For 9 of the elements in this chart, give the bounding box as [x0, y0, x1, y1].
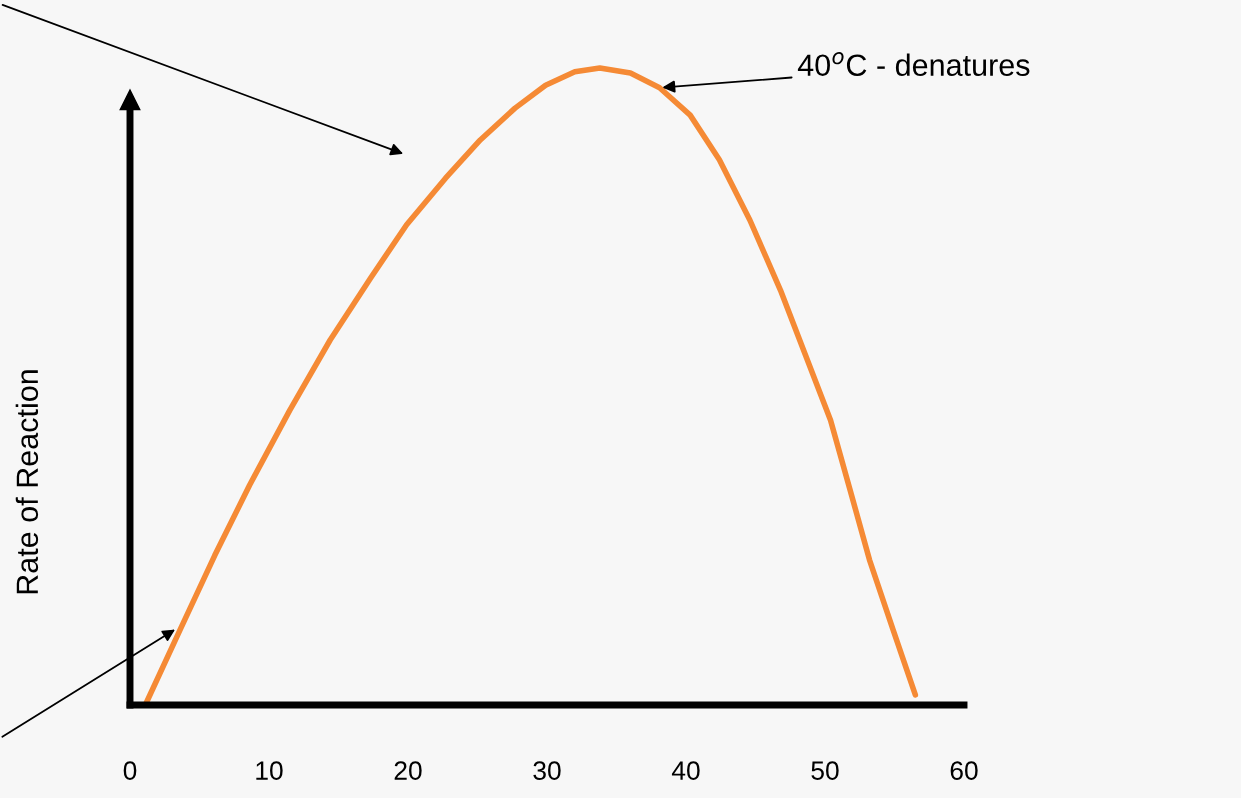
x-tick-label: 60	[950, 761, 978, 780]
x-tick-label: 40	[671, 761, 700, 780]
annotation: 40$^{o}$C - denatures	[797, 52, 1030, 77]
y-axis-title: Rate of Reaction	[15, 370, 39, 594]
x-tick-label: 0	[123, 761, 137, 780]
x-tick-label: 30	[533, 761, 561, 780]
x-tick-label: 50	[811, 761, 839, 780]
x-tick-label: 20	[394, 761, 422, 780]
x-tick-label: 10	[256, 761, 283, 780]
